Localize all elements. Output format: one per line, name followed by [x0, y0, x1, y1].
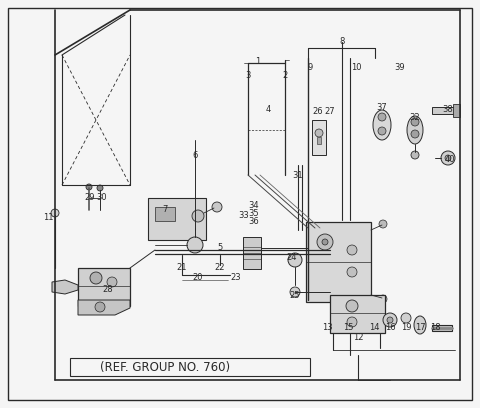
- Circle shape: [378, 127, 386, 135]
- Text: 11: 11: [43, 213, 53, 222]
- Circle shape: [187, 237, 203, 253]
- Text: 26: 26: [312, 107, 324, 117]
- Circle shape: [383, 313, 397, 327]
- Text: 28: 28: [103, 286, 113, 295]
- Text: 21: 21: [177, 264, 187, 273]
- Text: 10: 10: [351, 64, 361, 73]
- Text: 25: 25: [290, 290, 300, 299]
- Circle shape: [445, 155, 451, 161]
- Text: 16: 16: [384, 324, 396, 333]
- Polygon shape: [78, 300, 130, 315]
- Text: 13: 13: [322, 324, 332, 333]
- Text: 15: 15: [343, 324, 353, 333]
- Text: (REF. GROUP NO. 760): (REF. GROUP NO. 760): [100, 361, 230, 375]
- Text: 39: 39: [395, 64, 405, 73]
- Circle shape: [51, 209, 59, 217]
- Bar: [306, 222, 371, 302]
- Text: 22: 22: [215, 264, 225, 273]
- Ellipse shape: [373, 110, 391, 140]
- Circle shape: [411, 151, 419, 159]
- Text: 3: 3: [245, 71, 251, 80]
- Text: 6: 6: [192, 151, 198, 160]
- Text: 19: 19: [401, 324, 411, 333]
- Text: 9: 9: [307, 64, 312, 73]
- Text: 20: 20: [193, 273, 203, 282]
- Circle shape: [387, 317, 393, 323]
- Text: 31: 31: [293, 171, 303, 180]
- Text: 12: 12: [353, 333, 363, 342]
- Bar: [78, 268, 130, 306]
- Circle shape: [346, 300, 358, 312]
- Bar: [312, 120, 326, 155]
- Bar: [432, 325, 452, 331]
- Circle shape: [378, 113, 386, 121]
- Text: 1: 1: [255, 58, 261, 67]
- Circle shape: [212, 202, 222, 212]
- Text: 37: 37: [377, 104, 387, 113]
- Circle shape: [192, 210, 204, 222]
- Text: 29: 29: [85, 193, 95, 202]
- Ellipse shape: [414, 316, 426, 334]
- Circle shape: [315, 129, 323, 137]
- Circle shape: [288, 253, 302, 267]
- Circle shape: [441, 151, 455, 165]
- Text: 5: 5: [217, 244, 223, 253]
- Text: 2: 2: [282, 71, 288, 80]
- Text: 38: 38: [443, 106, 454, 115]
- Text: 23: 23: [231, 273, 241, 282]
- Circle shape: [347, 267, 357, 277]
- Bar: [330, 295, 385, 333]
- Text: 34: 34: [249, 202, 259, 211]
- Polygon shape: [52, 280, 78, 294]
- Bar: [155, 207, 175, 221]
- Text: 30: 30: [96, 193, 108, 202]
- Circle shape: [347, 245, 357, 255]
- Circle shape: [322, 239, 328, 245]
- Circle shape: [379, 220, 387, 228]
- Text: 17: 17: [415, 324, 425, 333]
- Bar: [70, 358, 310, 376]
- Ellipse shape: [407, 116, 423, 144]
- Bar: [243, 237, 261, 269]
- Circle shape: [107, 277, 117, 287]
- Circle shape: [401, 313, 411, 323]
- Circle shape: [95, 302, 105, 312]
- Circle shape: [379, 295, 387, 303]
- Polygon shape: [453, 104, 460, 117]
- Circle shape: [347, 317, 357, 327]
- Text: 14: 14: [369, 324, 379, 333]
- Bar: [148, 198, 206, 240]
- Bar: [317, 137, 321, 144]
- Text: 8: 8: [339, 38, 345, 47]
- Text: 27: 27: [324, 107, 336, 117]
- Circle shape: [97, 185, 103, 191]
- Text: 40: 40: [445, 155, 455, 164]
- Text: 7: 7: [162, 206, 168, 215]
- Text: 35: 35: [249, 209, 259, 219]
- Circle shape: [411, 118, 419, 126]
- Circle shape: [317, 234, 333, 250]
- Bar: [432, 107, 454, 114]
- Circle shape: [90, 272, 102, 284]
- Text: 18: 18: [430, 324, 440, 333]
- Circle shape: [86, 184, 92, 190]
- Text: 32: 32: [410, 113, 420, 122]
- Text: 4: 4: [265, 106, 271, 115]
- Text: 33: 33: [239, 211, 250, 220]
- Circle shape: [290, 287, 300, 297]
- Text: 24: 24: [287, 253, 297, 262]
- Circle shape: [411, 130, 419, 138]
- Text: 36: 36: [249, 217, 259, 226]
